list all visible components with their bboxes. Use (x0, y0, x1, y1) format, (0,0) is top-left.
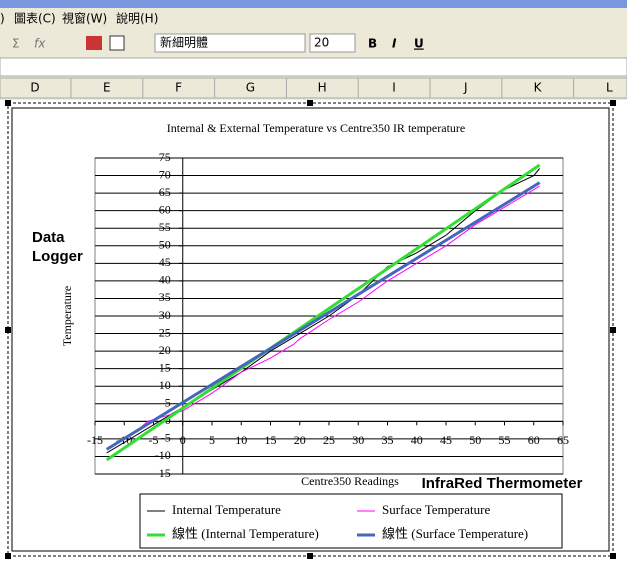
column-header: E (103, 81, 111, 95)
underline-button[interactable]: U (414, 37, 424, 51)
x-axis-label: Centre350 Readings (301, 474, 399, 488)
x-tick-label: 60 (528, 433, 540, 447)
y-axis-label: Temperature (60, 286, 74, 346)
y-tick-label: 55 (159, 220, 171, 234)
italic-button[interactable]: I (392, 37, 397, 51)
legend (139, 493, 563, 549)
selection-handle (610, 100, 616, 106)
annotation: Data Logger (32, 229, 83, 265)
column-header: H (318, 81, 327, 95)
selection-handle (307, 553, 313, 559)
x-tick-label: 45 (440, 433, 452, 447)
x-tick-label: 40 (411, 433, 423, 447)
y-tick-label: 10 (159, 378, 171, 392)
font-name: 新細明體 (160, 35, 208, 50)
column-header: G (246, 81, 255, 95)
selection-handle (5, 327, 11, 333)
column-header: L (606, 81, 613, 95)
column-header: D (30, 81, 39, 95)
x-tick-label: 35 (382, 433, 394, 447)
x-tick-label: 55 (499, 433, 511, 447)
sum-button[interactable]: Σ (12, 37, 20, 51)
menu-item[interactable]: 圖表(C) (14, 12, 56, 26)
selection-handle (610, 327, 616, 333)
help-icon[interactable] (109, 35, 125, 51)
title-bar (0, 0, 627, 8)
series-line (105, 163, 541, 462)
y-tick-label: 40 (159, 273, 171, 287)
series-line (105, 181, 541, 451)
column-header: I (392, 81, 396, 95)
y-tick-label: 45 (159, 255, 171, 269)
y-tick-label: 15 (159, 360, 171, 374)
y-tick-label: -15 (155, 466, 171, 480)
legend-label: 線性 (Surface Temperature) (382, 526, 528, 541)
x-tick-label: -5 (149, 433, 159, 447)
menu-item[interactable]: 視窗(W) (62, 11, 107, 26)
column-header: K (534, 81, 543, 95)
y-tick-label: 25 (159, 325, 171, 339)
y-tick-label: 60 (159, 202, 171, 216)
x-tick-label: -15 (87, 433, 103, 447)
x-tick-label: 50 (469, 433, 481, 447)
bold-button[interactable]: B (368, 37, 377, 51)
annotation-box: Data Logger (32, 229, 83, 265)
column-header: F (175, 81, 182, 95)
size-box[interactable] (309, 33, 356, 53)
font-box[interactable] (154, 33, 306, 53)
annotation: InfraRed Thermometer (422, 475, 583, 492)
y-tick-label: 50 (159, 238, 171, 252)
y-tick-label: 5 (165, 396, 171, 410)
x-tick-label: 20 (294, 433, 306, 447)
x-tick-label: 30 (352, 433, 364, 447)
selection-handle (610, 553, 616, 559)
chart-title: Internal & External Temperature vs Centr… (167, 121, 466, 135)
chart-icon[interactable] (86, 36, 102, 50)
menu-item[interactable]: ) (0, 12, 5, 26)
selection-handle (5, 100, 11, 106)
fx-button[interactable]: fx (34, 37, 46, 51)
legend-label: 線性 (Internal Temperature) (172, 526, 319, 541)
menu-item[interactable]: 說明(H) (116, 11, 158, 26)
column-headers (0, 77, 627, 99)
y-tick-label: 75 (159, 150, 171, 164)
font-size: 20 (314, 36, 329, 50)
y-tick-label: 70 (159, 167, 171, 181)
formula-bar[interactable] (0, 57, 627, 77)
x-tick-label: 15 (265, 433, 277, 447)
x-tick-label: 10 (235, 433, 247, 447)
x-tick-label: 5 (209, 433, 215, 447)
x-tick-label: 25 (323, 433, 335, 447)
y-tick-label: 35 (159, 290, 171, 304)
legend-label: Internal Temperature (172, 502, 281, 517)
y-tick-label: 20 (159, 343, 171, 357)
y-tick-label: 30 (159, 308, 171, 322)
selection-handle (307, 100, 313, 106)
column-header: J (463, 81, 468, 95)
y-tick-label: -5 (161, 431, 171, 445)
x-tick-label: 65 (557, 433, 569, 447)
y-tick-label: 65 (159, 185, 171, 199)
y-tick-label: -10 (155, 448, 171, 462)
selection-handle (5, 553, 11, 559)
legend-label: Surface Temperature (382, 502, 490, 517)
